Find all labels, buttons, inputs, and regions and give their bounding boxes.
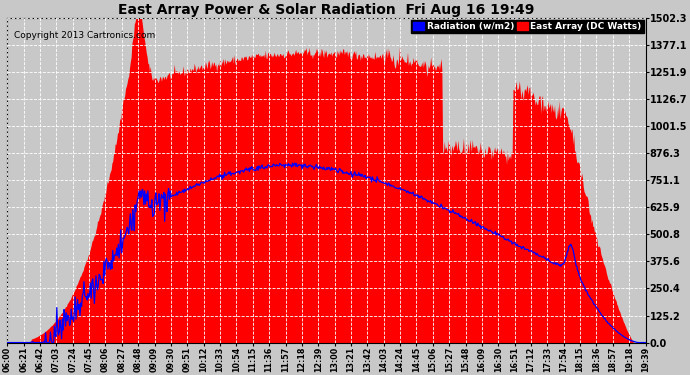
Title: East Array Power & Solar Radiation  Fri Aug 16 19:49: East Array Power & Solar Radiation Fri A… [118, 3, 535, 17]
Legend: Radiation (w/m2), East Array (DC Watts): Radiation (w/m2), East Array (DC Watts) [411, 20, 644, 33]
Text: Copyright 2013 Cartronics.com: Copyright 2013 Cartronics.com [14, 31, 155, 40]
